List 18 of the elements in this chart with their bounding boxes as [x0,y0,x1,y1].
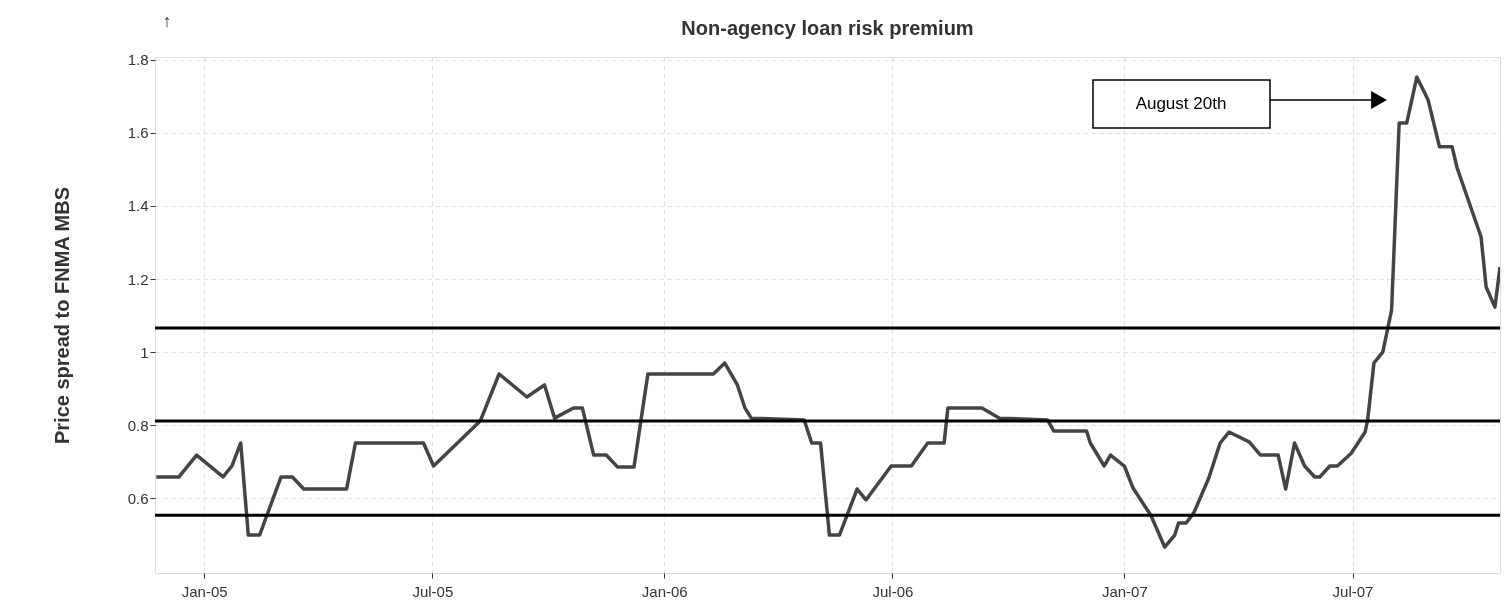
y-tick-label: 1.8 [127,51,149,69]
x-tick-label: Jul-05 [412,582,454,600]
x-tick-label: Jul-07 [1332,582,1374,600]
x-tick-label: Jan-06 [641,582,688,600]
y-tick-label: 1.6 [127,124,149,142]
y-tick-label: 1.2 [127,270,149,288]
annotation: August 20th [1135,94,1227,113]
y-tick-label: 0.6 [127,489,149,507]
chart-title: Non-agency loan risk premium [681,17,974,39]
x-tick-label: Jul-06 [872,582,914,600]
x-tick-label: Jan-07 [1101,582,1148,600]
y-tick-label: 1 [140,343,149,361]
line-series [155,75,1500,549]
y-axis-title: Price spread to FNMA MBS [50,186,73,445]
text: ↑ [162,11,172,31]
y-tick-label: 1.4 [127,197,149,215]
y-tick-label: 0.8 [127,416,149,434]
x-tick-label: Jan-05 [181,582,228,600]
